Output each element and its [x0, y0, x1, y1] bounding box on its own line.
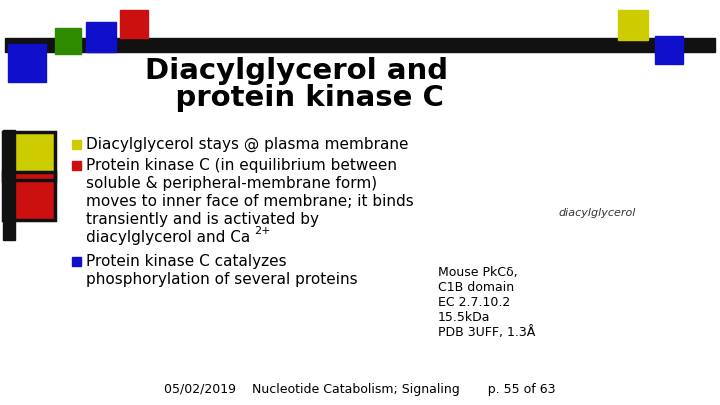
Bar [3, 172, 55, 220]
Text: moves to inner face of membrane; it binds: moves to inner face of membrane; it bind… [86, 194, 414, 209]
Text: Protein kinase C (in equilibrium between: Protein kinase C (in equilibrium between [86, 158, 397, 173]
Text: PDB 3UFF, 1.3Å: PDB 3UFF, 1.3Å [438, 326, 536, 339]
Bar [72, 140, 81, 149]
Text: Diacylglycerol and: Diacylglycerol and [145, 57, 448, 85]
Text: 2+: 2+ [254, 226, 271, 236]
Text: Diacylglycerol stays @ plasma membrane: Diacylglycerol stays @ plasma membrane [86, 137, 408, 152]
Text: soluble & peripheral-membrane form): soluble & peripheral-membrane form) [86, 176, 377, 191]
Text: diacylglycerol and Ca: diacylglycerol and Ca [86, 230, 251, 245]
Bar [8, 44, 46, 82]
Bar [120, 10, 148, 38]
Bar [72, 161, 81, 170]
Bar [3, 132, 55, 180]
Text: diacylglycerol: diacylglycerol [558, 208, 635, 218]
Bar [3, 172, 55, 220]
Bar [618, 10, 648, 40]
Bar [86, 22, 116, 52]
Text: 05/02/2019    Nucleotide Catabolism; Signaling       p. 55 of 63: 05/02/2019 Nucleotide Catabolism; Signal… [164, 383, 556, 396]
Text: phosphorylation of several proteins: phosphorylation of several proteins [86, 272, 358, 287]
Bar [655, 36, 683, 64]
Text: EC 2.7.10.2: EC 2.7.10.2 [438, 296, 510, 309]
Text: transiently and is activated by: transiently and is activated by [86, 212, 319, 227]
Text: C1B domain: C1B domain [438, 281, 514, 294]
Bar [3, 130, 15, 240]
Text: Protein kinase C catalyzes: Protein kinase C catalyzes [86, 254, 287, 269]
Text: 15.5kDa: 15.5kDa [438, 311, 490, 324]
Bar [3, 132, 55, 180]
Bar [5, 38, 715, 52]
Bar [55, 28, 81, 54]
Text: protein kinase C: protein kinase C [145, 84, 444, 112]
Text: Mouse PkCδ,: Mouse PkCδ, [438, 266, 518, 279]
Bar [72, 257, 81, 266]
